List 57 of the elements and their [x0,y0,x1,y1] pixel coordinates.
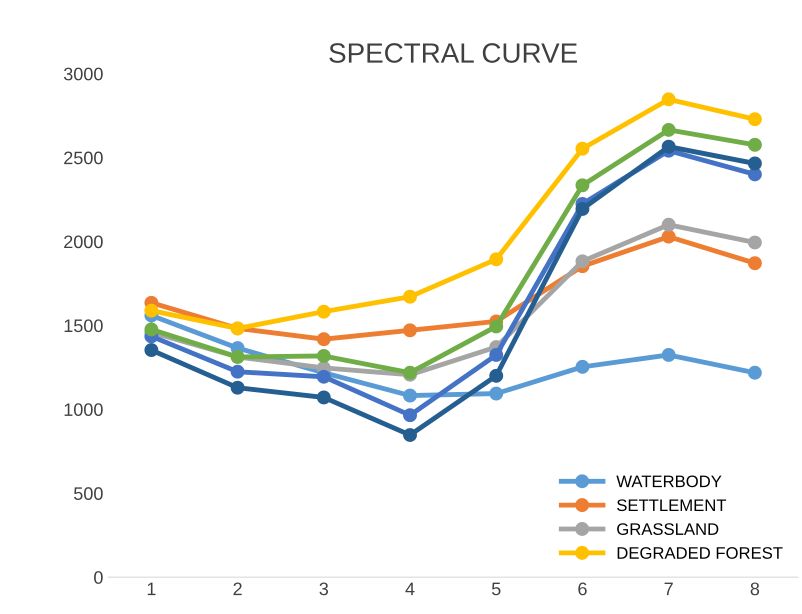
point [316,390,331,404]
y-tick-label: 2000 [64,235,103,248]
point [403,428,417,442]
point [662,92,676,106]
point [662,218,676,232]
point [316,304,331,319]
point [748,256,762,270]
point [748,138,762,152]
point [576,142,590,156]
chart-title: SPECTRAL CURVE [329,43,577,63]
point [662,348,676,362]
point [489,252,504,266]
point [576,360,590,374]
point [576,254,590,268]
legend-label: SETTLEMENT [617,499,726,512]
x-tick-label: 1 [148,582,156,596]
legend-label: DEGRADED FOREST [618,547,783,559]
point [403,290,417,304]
point [576,178,590,192]
y-tick-label: 500 [74,487,103,500]
x-tick-label: 6 [578,582,587,596]
x-tick-label: 4 [405,582,415,596]
point [748,236,762,250]
legend-label: GRASSLAND [617,523,718,535]
legend-label: WATERBODY [616,475,722,488]
point [748,112,762,126]
y-tick-label: 1500 [64,319,103,332]
point [316,349,331,363]
point [316,332,331,346]
x-tick-label: 5 [492,582,500,596]
point [403,388,417,403]
point [230,364,245,379]
point [316,370,331,384]
point [662,122,676,137]
y-tick-label: 1000 [64,403,103,416]
point [662,140,676,154]
x-tick-label: 3 [319,582,328,596]
point [748,366,762,380]
x-tick-label: 2 [233,582,242,596]
point [403,323,417,338]
point [144,304,158,318]
point [748,156,762,170]
point [489,319,504,334]
point [576,202,590,216]
x-tick-label: 8 [750,582,760,596]
x-tick-label: 7 [664,582,673,596]
point [144,322,158,336]
point [489,348,504,362]
point [230,380,245,395]
point [403,408,417,422]
point [144,343,158,358]
y-tick-label: 2500 [64,152,103,164]
point [489,386,504,400]
point [489,368,504,383]
point [662,230,676,244]
y-tick-label: 3000 [64,68,103,80]
y-tick-label: 0 [94,571,103,584]
